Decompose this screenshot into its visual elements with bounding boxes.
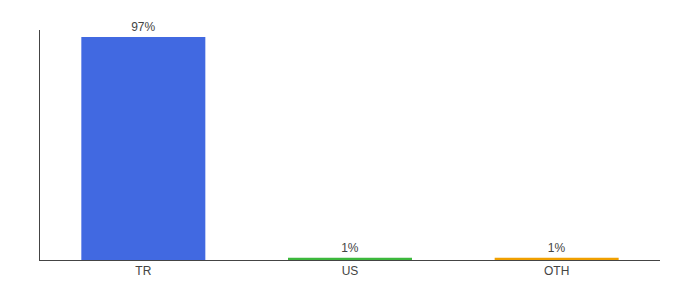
svg-text:TR: TR xyxy=(135,264,151,278)
svg-text:1%: 1% xyxy=(548,241,566,255)
svg-text:US: US xyxy=(342,264,359,278)
svg-text:1%: 1% xyxy=(341,241,359,255)
svg-text:97%: 97% xyxy=(131,20,155,34)
svg-text:OTH: OTH xyxy=(544,264,569,278)
